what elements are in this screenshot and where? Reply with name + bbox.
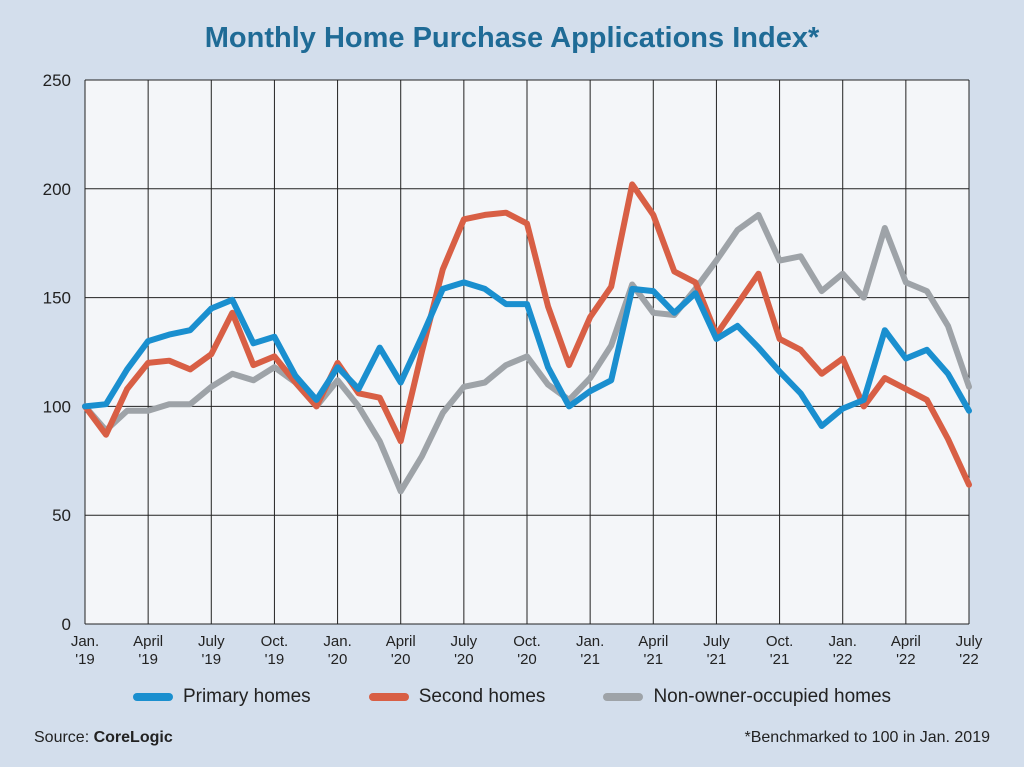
x-tick-label: Jan. bbox=[829, 633, 857, 650]
x-tick-label: '22 bbox=[959, 651, 979, 668]
legend-swatch-primary-homes bbox=[132, 693, 173, 701]
x-tick-label: Jan. bbox=[323, 633, 351, 650]
x-tick-label: July bbox=[198, 633, 225, 650]
x-tick-label: '21 bbox=[707, 651, 727, 668]
x-tick-label: Oct. bbox=[513, 633, 541, 650]
legend-item-second-homes: Second homes bbox=[368, 686, 546, 708]
legend-swatch-second-homes bbox=[368, 693, 409, 701]
legend-label-primary-homes: Primary homes bbox=[182, 686, 311, 707]
x-tick-label: '19 bbox=[138, 651, 158, 668]
legend-item-primary-homes: Primary homes bbox=[132, 686, 311, 708]
y-tick-label: 50 bbox=[52, 506, 71, 525]
y-tick-label: 0 bbox=[62, 615, 71, 634]
x-tick-label: '21 bbox=[770, 651, 790, 668]
source-name: CoreLogic bbox=[93, 729, 173, 746]
x-tick-label: '21 bbox=[644, 651, 664, 668]
x-tick-label: '20 bbox=[454, 651, 474, 668]
x-tick-label: July bbox=[956, 633, 983, 650]
source-note: Source: CoreLogic bbox=[34, 729, 173, 747]
x-tick-label: April bbox=[891, 633, 921, 650]
x-tick-label: '21 bbox=[580, 651, 600, 668]
legend-label-non-owner-occupied-homes: Non-owner-occupied homes bbox=[653, 686, 892, 707]
x-tick-label: '20 bbox=[517, 651, 537, 668]
x-tick-label: April bbox=[386, 633, 416, 650]
chart-title: Monthly Home Purchase Applications Index… bbox=[204, 22, 820, 54]
legend-label-second-homes: Second homes bbox=[418, 686, 546, 707]
source-label: Source: bbox=[34, 729, 94, 746]
y-tick-label: 150 bbox=[43, 289, 71, 308]
x-tick-label: April bbox=[638, 633, 668, 650]
x-tick-label: '19 bbox=[75, 651, 95, 668]
x-tick-label: July bbox=[451, 633, 478, 650]
x-tick-label: '20 bbox=[328, 651, 348, 668]
x-tick-label: July bbox=[703, 633, 730, 650]
x-tick-label: '19 bbox=[265, 651, 285, 668]
series-line-non-owner-occupied-homes bbox=[82, 211, 972, 495]
series-line-second-homes bbox=[82, 181, 972, 488]
footnote: *Benchmarked to 100 in Jan. 2019 bbox=[744, 729, 991, 746]
y-tick-label: 250 bbox=[43, 71, 71, 90]
x-tick-label: Oct. bbox=[261, 633, 289, 650]
y-tick-label: 200 bbox=[43, 180, 71, 199]
x-tick-label: Oct. bbox=[766, 633, 794, 650]
legend: Primary homes Second homes Non-owner-occ… bbox=[0, 686, 1024, 708]
legend-swatch-non-owner-occupied-homes bbox=[603, 693, 644, 701]
x-tick-label: '20 bbox=[391, 651, 411, 668]
x-tick-label: Jan. bbox=[71, 633, 99, 650]
legend-item-non-owner-occupied-homes: Non-owner-occupied homes bbox=[603, 686, 891, 708]
x-tick-label: '22 bbox=[896, 651, 916, 668]
y-tick-label: 100 bbox=[43, 397, 71, 416]
x-tick-label: Jan. bbox=[576, 633, 604, 650]
x-tick-label: '19 bbox=[202, 651, 222, 668]
x-tick-label: '22 bbox=[833, 651, 853, 668]
series-line-primary-homes bbox=[82, 279, 972, 429]
x-tick-label: April bbox=[133, 633, 163, 650]
